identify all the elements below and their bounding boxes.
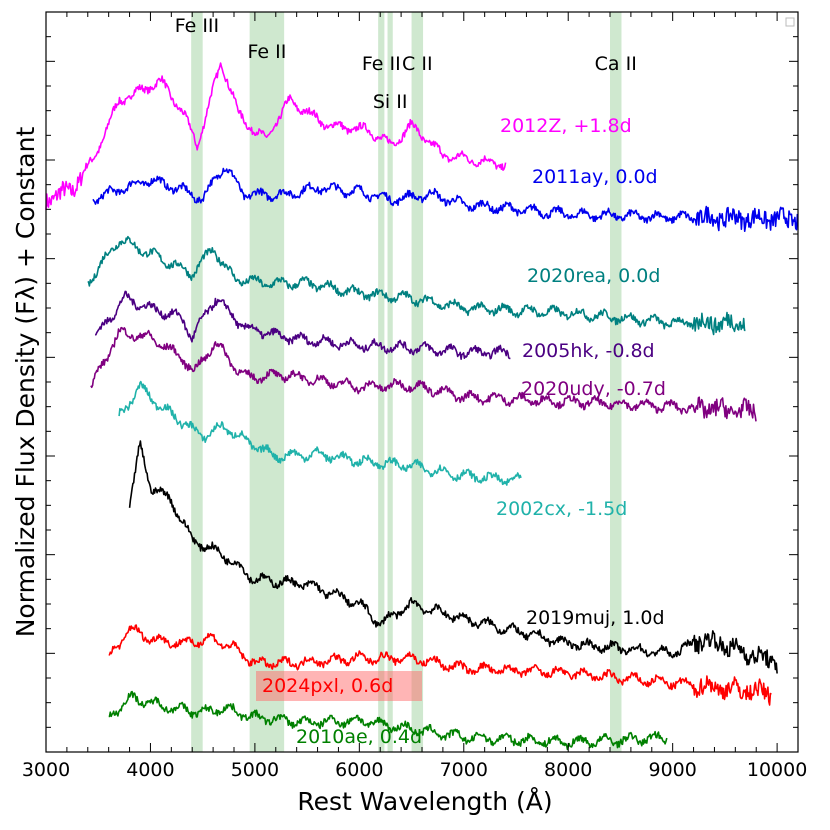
band-fe-ii [249, 12, 285, 752]
feature-label: C II [402, 53, 433, 75]
spectrum-line [90, 326, 757, 422]
series-label: 2011ay, 0.0d [532, 166, 658, 188]
band-fe-iii [191, 12, 203, 752]
spectrum-line [87, 235, 746, 336]
x-tick-labels: 3000 4000 5000 6000 7000 8000 9000 10000 [22, 759, 808, 781]
feature-label: Fe II [247, 41, 286, 63]
series-labels: 2012Z, +1.8d 2011ay, 0.0d 2020rea, 0.0d 200… [256, 115, 666, 748]
feature-label: Si II [373, 91, 408, 113]
spectrum-line [95, 290, 511, 360]
spectrum-line [108, 690, 668, 751]
feature-label: Ca II [595, 53, 637, 75]
band-ca-ii [610, 12, 622, 752]
x-tick-label: 5000 [231, 759, 279, 781]
band-si-ii [387, 12, 393, 752]
y-axis-title: Normalized Flux Density (Fλ) + Constant [11, 127, 40, 638]
spectrum-line [118, 380, 522, 486]
band-c-ii [411, 12, 424, 752]
x-tick-label: 7000 [440, 759, 488, 781]
series-label: 2024pxl, 0.6d [262, 675, 393, 697]
spectrum-line [108, 624, 772, 706]
spectra-series [45, 62, 799, 751]
series-label: 2002cx, -1.5d [496, 498, 627, 520]
spectrum-line [92, 167, 799, 232]
x-tick-label: 8000 [544, 759, 592, 781]
x-tick-label: 4000 [126, 759, 174, 781]
series-label: 2020udy, -0.7d [521, 378, 666, 400]
series-label: 2012Z, +1.8d [500, 115, 632, 137]
series-label: 2005hk, -0.8d [522, 340, 655, 362]
axis-ticks [45, 11, 799, 752]
spectrum-line [45, 62, 507, 210]
feature-label: Fe II [362, 53, 401, 75]
legend-box [785, 17, 795, 27]
spectrum-line [128, 440, 778, 674]
label-highlight [256, 671, 422, 701]
x-tick-label: 3000 [22, 759, 70, 781]
x-tick-label: 10000 [747, 759, 807, 781]
x-tick-label: 9000 [648, 759, 696, 781]
line-feature-bands [191, 12, 622, 752]
series-label: 2020rea, 0.0d [527, 265, 660, 287]
line-feature-labels: Fe III Fe II Fe II Si II C II Ca II [175, 15, 637, 113]
feature-label: Fe III [175, 15, 219, 37]
x-tick-label: 6000 [335, 759, 383, 781]
series-label: 2010ae, 0.4d [296, 726, 422, 748]
x-axis-title: Rest Wavelength (Å) [297, 787, 552, 816]
series-label: 2019muj, 1.0d [526, 607, 665, 629]
band-fe-ii [378, 12, 385, 752]
